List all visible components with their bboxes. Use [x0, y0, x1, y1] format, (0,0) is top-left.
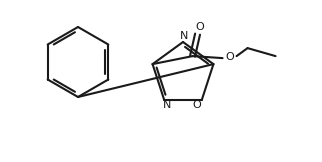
- Text: N: N: [180, 31, 188, 41]
- Text: O: O: [193, 100, 201, 110]
- Text: O: O: [195, 22, 204, 32]
- Text: N: N: [163, 100, 171, 110]
- Text: O: O: [225, 52, 234, 62]
